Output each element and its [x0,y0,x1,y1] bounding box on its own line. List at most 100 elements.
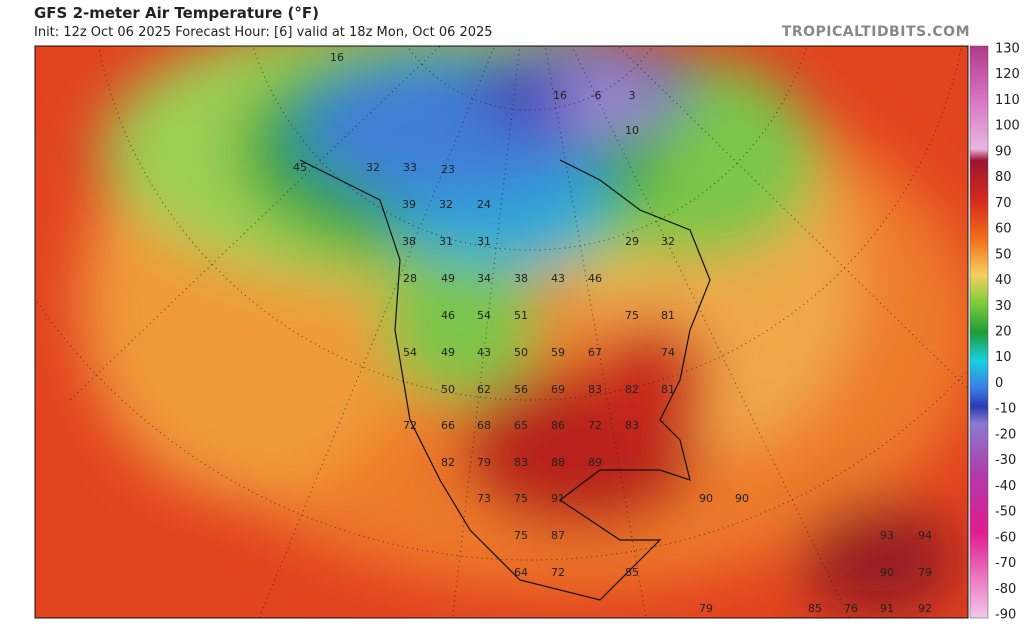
temperature-label: 83 [588,383,602,396]
temperature-label: 75 [625,309,639,322]
colorbar-tick-label: -40 [995,479,1016,494]
temperature-label: 62 [477,383,491,396]
temperature-label: 23 [441,163,455,176]
temperature-label: 50 [514,346,528,359]
temperature-label: 39 [402,198,416,211]
temperature-label: 91 [880,602,894,615]
temperature-label: 51 [514,309,528,322]
temperature-label: 59 [551,346,565,359]
temperature-label: 43 [551,272,565,285]
temperature-label: 72 [588,419,602,432]
colorbar-tick-label: 60 [995,222,1012,237]
temperature-label: 79 [699,602,713,615]
temperature-label: 88 [551,456,565,469]
temperature-label: 85 [625,566,639,579]
temperature-label: 86 [551,419,565,432]
temperature-label: 16 [330,51,344,64]
temperature-label: 89 [588,456,602,469]
temperature-label: 31 [477,235,491,248]
colorbar-tick-label: -30 [995,453,1016,468]
temperature-label: 69 [551,383,565,396]
brand: TROPICALTIDBITS.COM [781,24,970,40]
temperature-label: 90 [735,492,749,505]
temperature-label: 46 [441,309,455,322]
temperature-label: 75 [514,529,528,542]
temperature-label: 90 [699,492,713,505]
temperature-label: 54 [403,346,417,359]
temperature-label: 81 [661,383,675,396]
title: GFS 2-meter Air Temperature (°F) [34,4,319,22]
temperature-label: 79 [918,566,932,579]
temperature-label: 74 [661,346,675,359]
temperature-label: 93 [880,529,894,542]
colorbar [969,45,989,619]
colorbar-tick-label: 130 [995,42,1020,57]
subtitle: Init: 12z Oct 06 2025 Forecast Hour: [6]… [34,25,493,40]
colorbar-tick-label: -80 [995,582,1016,597]
colorbar-tick-label: 70 [995,196,1012,211]
temperature-label: 31 [439,235,453,248]
colorbar-tick-label: 90 [995,144,1012,159]
temperature-label: 28 [403,272,417,285]
temperature-label: 29 [625,235,639,248]
temperature-label: 72 [403,419,417,432]
temperature-label: 87 [551,529,565,542]
temperature-label: 75 [514,492,528,505]
colorbar-tick-label: 100 [995,119,1020,134]
temperature-label: 65 [514,419,528,432]
temperature-label: 43 [477,346,491,359]
temperature-label: 68 [477,419,491,432]
temperature-label: 45 [293,161,307,174]
temperature-label: 82 [625,383,639,396]
temperature-label: 50 [441,383,455,396]
temperature-label: 32 [439,198,453,211]
temperature-label: 91 [551,492,565,505]
temperature-label: -6 [591,89,602,102]
colorbar-tick-label: -70 [995,556,1016,571]
temperature-label: 92 [918,602,932,615]
temperature-label: 67 [588,346,602,359]
colorbar-tick-label: -60 [995,530,1016,545]
temperature-label: 49 [441,272,455,285]
temperature-label: 73 [477,492,491,505]
temperature-label: 66 [441,419,455,432]
colorbar-tick-label: 0 [995,376,1003,391]
colorbar-tick-label: 50 [995,247,1012,262]
colorbar-tick-label: 30 [995,299,1012,314]
colorbar-tick-label: 20 [995,325,1012,340]
temperature-label: 64 [514,566,528,579]
temperature-label: 72 [551,566,565,579]
map-frame [34,45,969,619]
temperature-label: 76 [844,602,858,615]
temperature-label: 83 [514,456,528,469]
temperature-label: 81 [661,309,675,322]
colorbar-tick-label: -90 [995,608,1016,623]
colorbar-tick-label: 40 [995,273,1012,288]
temperature-label: 90 [880,566,894,579]
temperature-label: 38 [514,272,528,285]
temperature-label: 38 [402,235,416,248]
temperature-label: 46 [588,272,602,285]
temperature-label: 32 [366,161,380,174]
temperature-label: 83 [625,419,639,432]
temperature-label: 33 [403,161,417,174]
colorbar-tick-label: -50 [995,505,1016,520]
temperature-label: 3 [629,89,636,102]
temperature-label: 56 [514,383,528,396]
temperature-label: 10 [625,124,639,137]
colorbar-tick-label: 110 [995,93,1020,108]
temperature-label: 79 [477,456,491,469]
temperature-label: 49 [441,346,455,359]
colorbar-tick-label: -10 [995,402,1016,417]
temperature-label: 32 [661,235,675,248]
temperature-label: 34 [477,272,491,285]
colorbar-tick-label: 10 [995,350,1012,365]
colorbar-tick-label: 80 [995,170,1012,185]
colorbar-tick-label: -20 [995,427,1016,442]
temperature-label: 85 [808,602,822,615]
temperature-label: 16 [553,89,567,102]
temperature-label: 24 [477,198,491,211]
